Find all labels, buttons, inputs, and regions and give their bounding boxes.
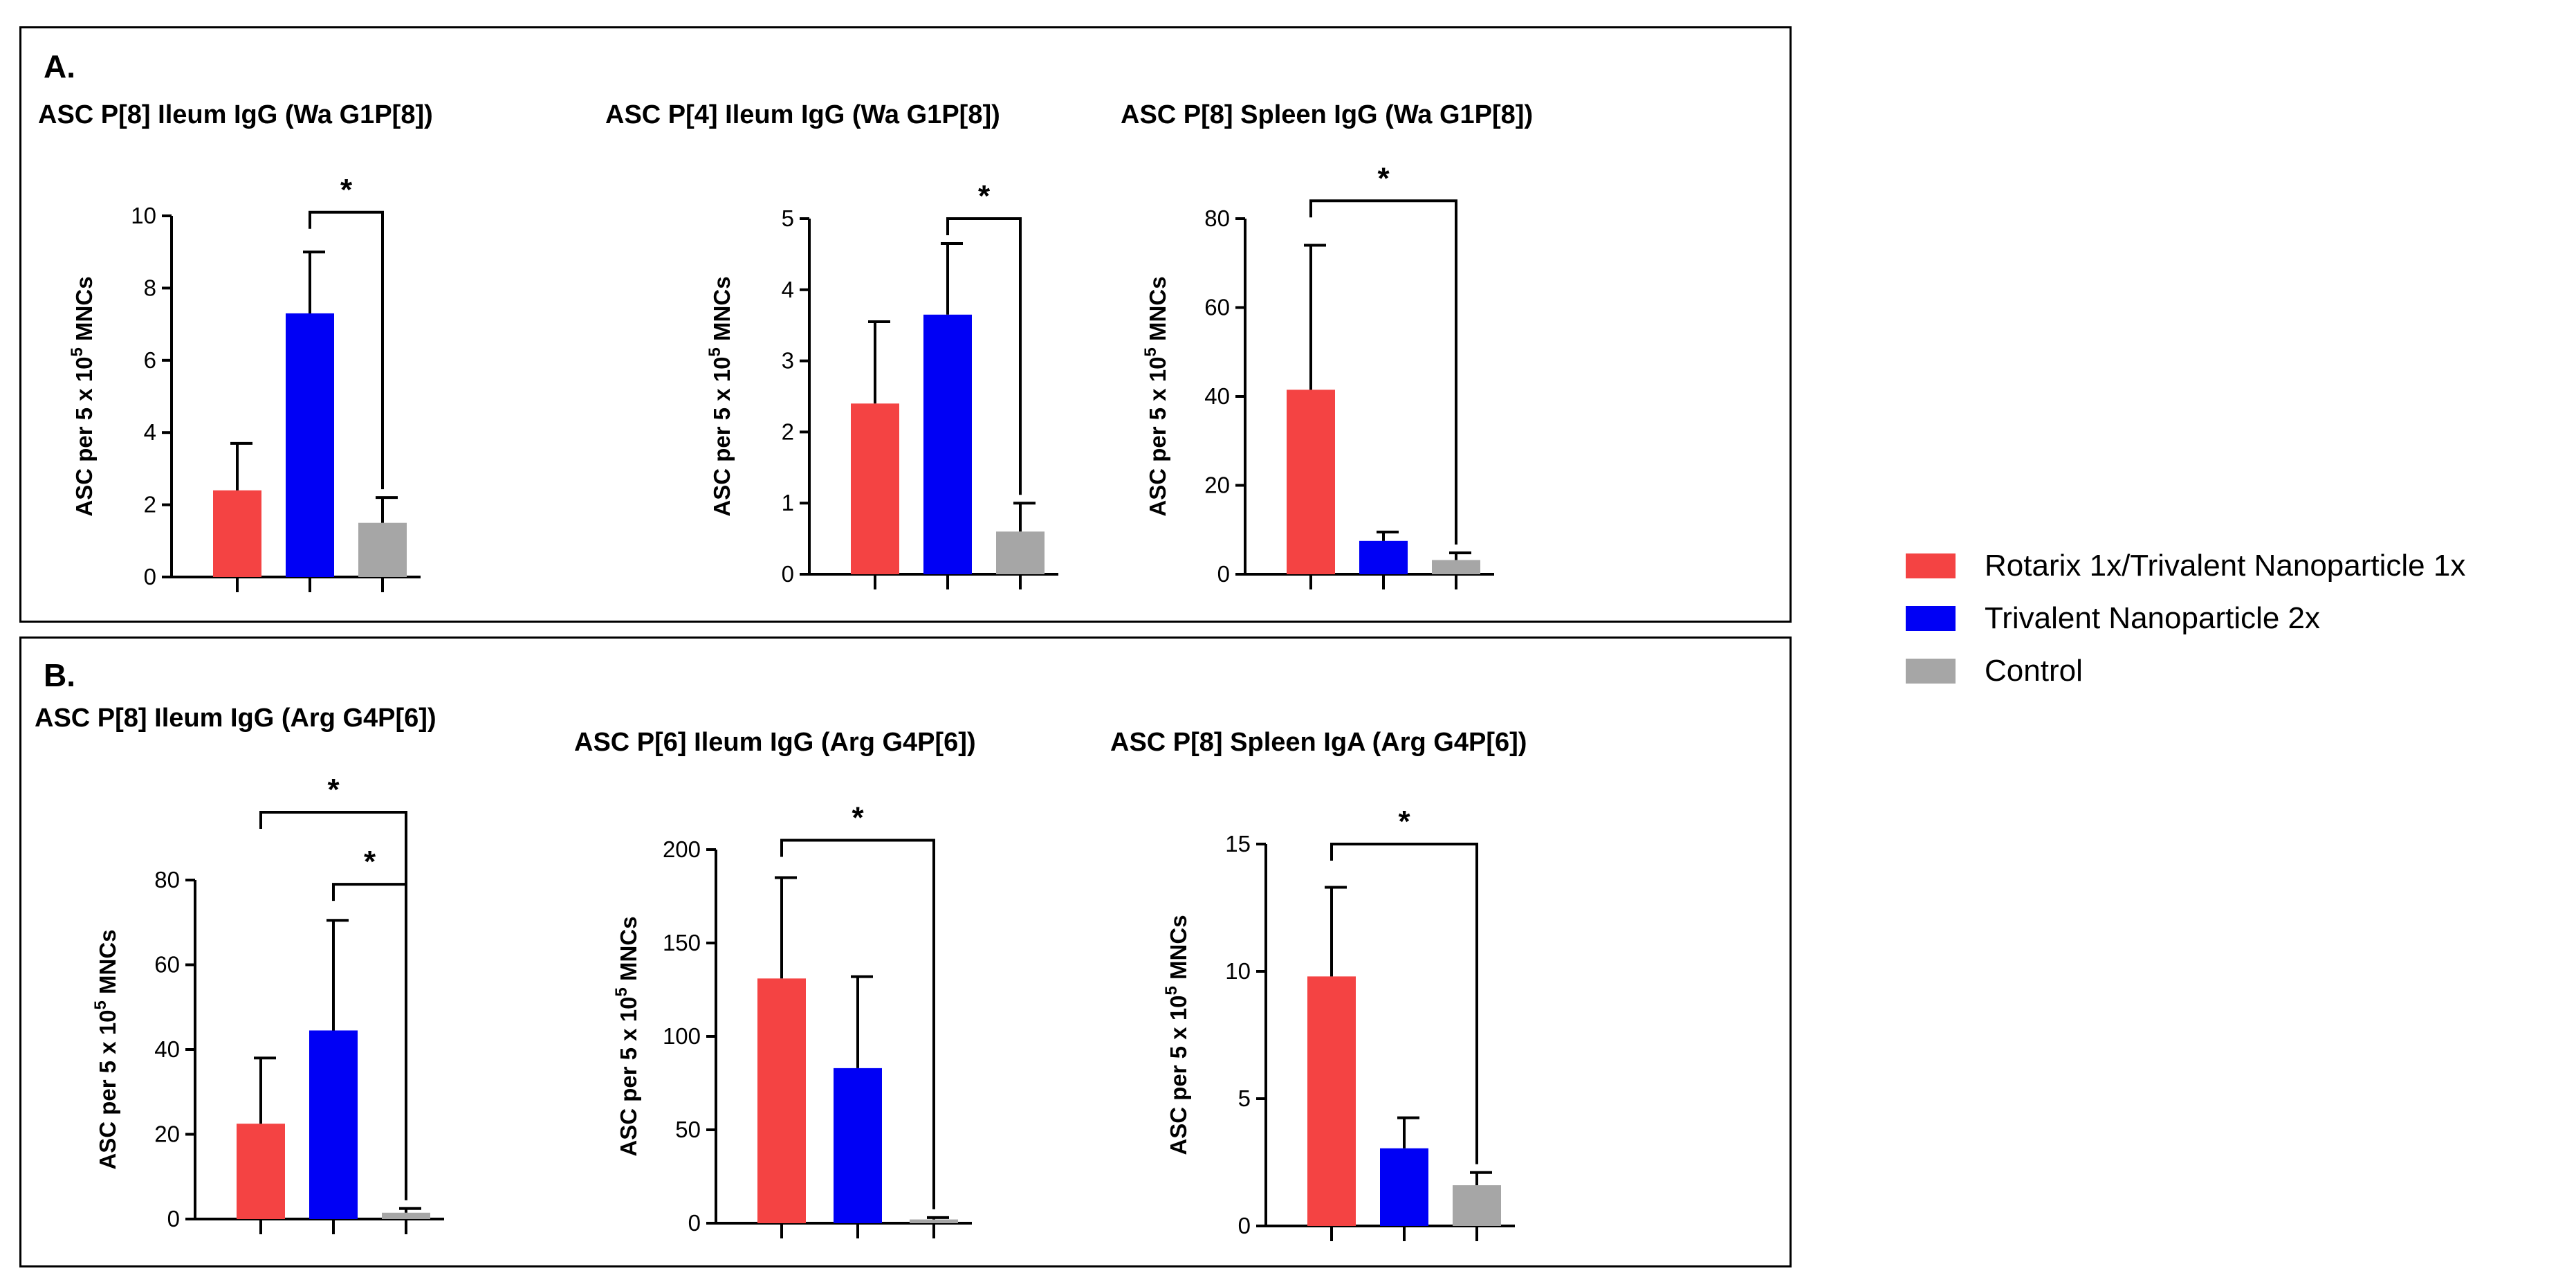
panel-a-label: A.	[44, 48, 75, 84]
legend-label-rotarix: Rotarix 1x/Trivalent Nanoparticle 1x	[1985, 549, 2466, 583]
panel-a: A.	[19, 26, 1792, 623]
legend-swatch-rotarix	[1906, 553, 1956, 578]
legend-item-control: Control	[1906, 645, 2465, 697]
panel-b-label: B.	[44, 657, 75, 693]
panel-b: B.	[19, 637, 1792, 1267]
legend-swatch-trivalent	[1906, 606, 1956, 631]
legend-swatch-control	[1906, 659, 1956, 684]
legend-label-trivalent: Trivalent Nanoparticle 2x	[1985, 601, 2321, 635]
legend-label-control: Control	[1985, 654, 2083, 688]
legend-item-trivalent: Trivalent Nanoparticle 2x	[1906, 592, 2465, 645]
legend: Rotarix 1x/Trivalent Nanoparticle 1x Tri…	[1906, 540, 2465, 697]
legend-item-rotarix: Rotarix 1x/Trivalent Nanoparticle 1x	[1906, 540, 2465, 592]
